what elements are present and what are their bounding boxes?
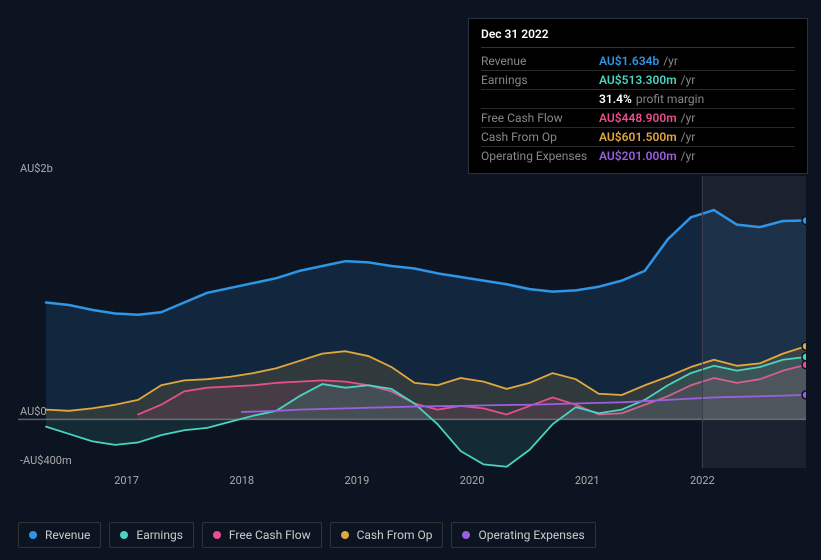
tooltip-value: AU$448.900m xyxy=(599,111,677,125)
y-axis-label: -AU$400m xyxy=(20,454,72,467)
tooltip-value: AU$601.500m xyxy=(599,130,677,144)
legend-swatch xyxy=(341,531,349,539)
tooltip-date: Dec 31 2022 xyxy=(481,27,795,48)
legend-label: Revenue xyxy=(45,528,90,542)
tooltip-label: Cash From Op xyxy=(481,130,599,144)
profit-margin-row: 31.4% profit margin xyxy=(481,90,795,109)
tooltip-row: Free Cash FlowAU$448.900m/yr xyxy=(481,109,795,128)
y-axis-label: AU$0 xyxy=(20,405,47,418)
tooltip-value: AU$513.300m xyxy=(599,73,677,87)
legend-swatch xyxy=(29,531,37,539)
profit-margin-label: profit margin xyxy=(636,92,704,106)
legend-item-free-cash-flow[interactable]: Free Cash Flow xyxy=(202,522,322,548)
legend-label: Operating Expenses xyxy=(478,528,584,542)
tooltip-row: Cash From OpAU$601.500m/yr xyxy=(481,128,795,147)
tooltip-suffix: /yr xyxy=(663,54,678,68)
data-tooltip: Dec 31 2022 RevenueAU$1.634b/yrEarningsA… xyxy=(468,18,808,174)
tooltip-label: Earnings xyxy=(481,73,599,87)
legend-item-cash-from-op[interactable]: Cash From Op xyxy=(330,522,444,548)
tooltip-suffix: /yr xyxy=(681,130,696,144)
x-axis-label: 2020 xyxy=(460,474,485,487)
tooltip-row: RevenueAU$1.634b/yr xyxy=(481,52,795,71)
tooltip-label: Revenue xyxy=(481,54,599,68)
tooltip-row: EarningsAU$513.300m/yr xyxy=(481,71,795,90)
tooltip-value: AU$1.634b xyxy=(599,54,659,68)
legend-swatch xyxy=(213,531,221,539)
x-axis-label: 2018 xyxy=(229,474,254,487)
y-axis-label: AU$2b xyxy=(20,162,53,175)
x-axis-label: 2017 xyxy=(114,474,139,487)
legend-label: Earnings xyxy=(136,528,183,542)
legend-swatch xyxy=(120,531,128,539)
tooltip-suffix: /yr xyxy=(681,111,696,125)
chart-svg xyxy=(18,160,806,480)
financials-chart: AU$2bAU$0-AU$400m 2017201820192020202120… xyxy=(18,160,806,480)
legend-label: Cash From Op xyxy=(357,528,433,542)
x-axis-label: 2022 xyxy=(690,474,715,487)
profit-margin-value: 31.4% xyxy=(599,92,632,106)
legend-swatch xyxy=(462,531,470,539)
legend-item-operating-expenses[interactable]: Operating Expenses xyxy=(451,522,595,548)
x-axis-label: 2019 xyxy=(345,474,370,487)
x-axis-label: 2021 xyxy=(575,474,600,487)
legend-label: Free Cash Flow xyxy=(229,528,311,542)
tooltip-suffix: /yr xyxy=(681,73,696,87)
tooltip-label: Free Cash Flow xyxy=(481,111,599,125)
legend-item-revenue[interactable]: Revenue xyxy=(18,522,101,548)
legend-item-earnings[interactable]: Earnings xyxy=(109,522,194,548)
legend: Revenue Earnings Free Cash Flow Cash From O… xyxy=(18,522,596,548)
